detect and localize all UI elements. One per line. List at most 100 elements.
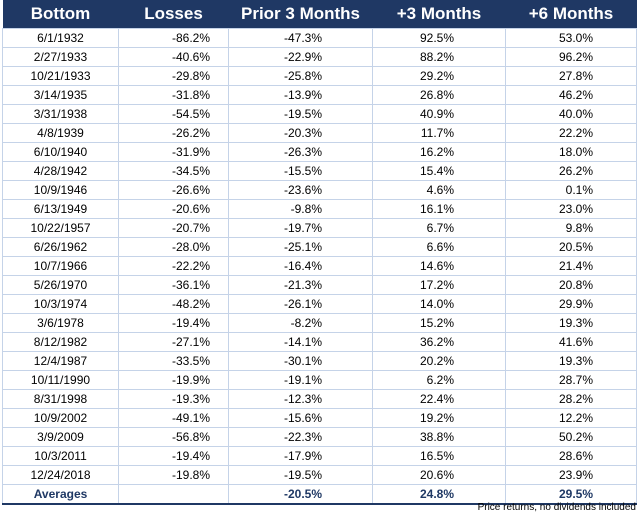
value-cell: 6.7%	[372, 218, 506, 238]
value-cell: 11.7%	[372, 123, 506, 143]
value-cell: -19.4%	[118, 313, 229, 333]
averages-row: Averages -20.5% 24.8% 29.5%	[2, 484, 637, 505]
value-cell: -19.5%	[228, 104, 373, 124]
data-row: 10/9/1946 -26.6% -23.6% 4.6% 0.1%	[2, 180, 637, 200]
value-cell: -47.3%	[228, 28, 373, 48]
value-cell: 40.0%	[505, 104, 637, 124]
value-cell: -25.8%	[228, 66, 373, 86]
value-cell: 26.8%	[372, 85, 506, 105]
average-cell: 24.8%	[372, 484, 506, 505]
date-cell: 6/26/1962	[2, 237, 119, 257]
date-cell: 6/13/1949	[2, 199, 119, 219]
date-cell: 3/6/1978	[2, 313, 119, 333]
value-cell: 9.8%	[505, 218, 637, 238]
data-row: 6/10/1940 -31.9% -26.3% 16.2% 18.0%	[2, 142, 637, 162]
value-cell: -25.1%	[228, 237, 373, 257]
data-row: 10/7/1966 -22.2% -16.4% 14.6% 21.4%	[2, 256, 637, 276]
data-row: 3/9/2009 -56.8% -22.3% 38.8% 50.2%	[2, 427, 637, 447]
column-header: Losses	[118, 0, 229, 29]
value-cell: -23.6%	[228, 180, 373, 200]
value-cell: 28.2%	[505, 389, 637, 409]
value-cell: 4.6%	[372, 180, 506, 200]
value-cell: -9.8%	[228, 199, 373, 219]
value-cell: -19.5%	[228, 465, 373, 485]
value-cell: -28.0%	[118, 237, 229, 257]
data-row: 12/4/1987 -33.5% -30.1% 20.2% 19.3%	[2, 351, 637, 371]
date-cell: 8/31/1998	[2, 389, 119, 409]
value-cell: 14.6%	[372, 256, 506, 276]
value-cell: -54.5%	[118, 104, 229, 124]
date-cell: 3/14/1935	[2, 85, 119, 105]
table-header: Bottom Losses Prior 3 Months +3 Months +…	[2, 0, 637, 29]
bear-market-table: Bottom Losses Prior 3 Months +3 Months +…	[2, 0, 637, 505]
date-cell: 6/10/1940	[2, 142, 119, 162]
date-cell: 10/22/1957	[2, 218, 119, 238]
value-cell: 19.2%	[372, 408, 506, 428]
table-footer: Averages -20.5% 24.8% 29.5%	[2, 484, 637, 505]
value-cell: -26.1%	[228, 294, 373, 314]
value-cell: -16.4%	[228, 256, 373, 276]
data-row: 3/14/1935 -31.8% -13.9% 26.8% 46.2%	[2, 85, 637, 105]
value-cell: -21.3%	[228, 275, 373, 295]
value-cell: 16.2%	[372, 142, 506, 162]
value-cell: 15.2%	[372, 313, 506, 333]
data-row: 10/21/1933 -29.8% -25.8% 29.2% 27.8%	[2, 66, 637, 86]
date-cell: 10/7/1966	[2, 256, 119, 276]
value-cell: 27.8%	[505, 66, 637, 86]
value-cell: -20.6%	[118, 199, 229, 219]
value-cell: -40.6%	[118, 47, 229, 67]
value-cell: -31.8%	[118, 85, 229, 105]
column-header: +3 Months	[372, 0, 506, 29]
date-cell: 10/9/1946	[2, 180, 119, 200]
value-cell: 23.0%	[505, 199, 637, 219]
value-cell: -8.2%	[228, 313, 373, 333]
value-cell: 88.2%	[372, 47, 506, 67]
value-cell: 50.2%	[505, 427, 637, 447]
value-cell: 15.4%	[372, 161, 506, 181]
value-cell: 26.2%	[505, 161, 637, 181]
data-row: 10/3/1974 -48.2% -26.1% 14.0% 29.9%	[2, 294, 637, 314]
date-cell: 3/31/1938	[2, 104, 119, 124]
date-cell: 6/1/1932	[2, 28, 119, 48]
value-cell: 28.7%	[505, 370, 637, 390]
date-cell: 3/9/2009	[2, 427, 119, 447]
value-cell: -13.9%	[228, 85, 373, 105]
value-cell: 96.2%	[505, 47, 637, 67]
value-cell: -27.1%	[118, 332, 229, 352]
value-cell: -19.3%	[118, 389, 229, 409]
data-row: 10/11/1990 -19.9% -19.1% 6.2% 28.7%	[2, 370, 637, 390]
value-cell: -12.3%	[228, 389, 373, 409]
column-header: Bottom	[2, 0, 119, 29]
data-row: 5/26/1970 -36.1% -21.3% 17.2% 20.8%	[2, 275, 637, 295]
table-body: 6/1/1932 -86.2% -47.3% 92.5% 53.0% 2/27/1933-…	[2, 28, 637, 485]
value-cell: 29.2%	[372, 66, 506, 86]
value-cell: 22.4%	[372, 389, 506, 409]
column-header: +6 Months	[505, 0, 637, 29]
value-cell: 16.5%	[372, 446, 506, 466]
value-cell: -86.2%	[118, 28, 229, 48]
value-cell: -49.1%	[118, 408, 229, 428]
value-cell: -14.1%	[228, 332, 373, 352]
value-cell: 0.1%	[505, 180, 637, 200]
value-cell: -19.4%	[118, 446, 229, 466]
date-cell: 8/12/1982	[2, 332, 119, 352]
empty-cell	[118, 484, 229, 505]
date-cell: 10/3/1974	[2, 294, 119, 314]
value-cell: 41.6%	[505, 332, 637, 352]
date-cell: 10/3/2011	[2, 446, 119, 466]
date-cell: 10/21/1933	[2, 66, 119, 86]
averages-label: Averages	[2, 484, 119, 505]
value-cell: 38.8%	[372, 427, 506, 447]
data-row: 8/12/1982 -27.1% -14.1% 36.2% 41.6%	[2, 332, 637, 352]
data-row: 3/6/1978 -19.4% -8.2% 15.2% 19.3%	[2, 313, 637, 333]
value-cell: -30.1%	[228, 351, 373, 371]
value-cell: 20.2%	[372, 351, 506, 371]
header-row: Bottom Losses Prior 3 Months +3 Months +…	[2, 0, 637, 29]
value-cell: 18.0%	[505, 142, 637, 162]
date-cell: 10/11/1990	[2, 370, 119, 390]
value-cell: -22.3%	[228, 427, 373, 447]
date-cell: 2/27/1933	[2, 47, 119, 67]
value-cell: -17.9%	[228, 446, 373, 466]
value-cell: 28.6%	[505, 446, 637, 466]
